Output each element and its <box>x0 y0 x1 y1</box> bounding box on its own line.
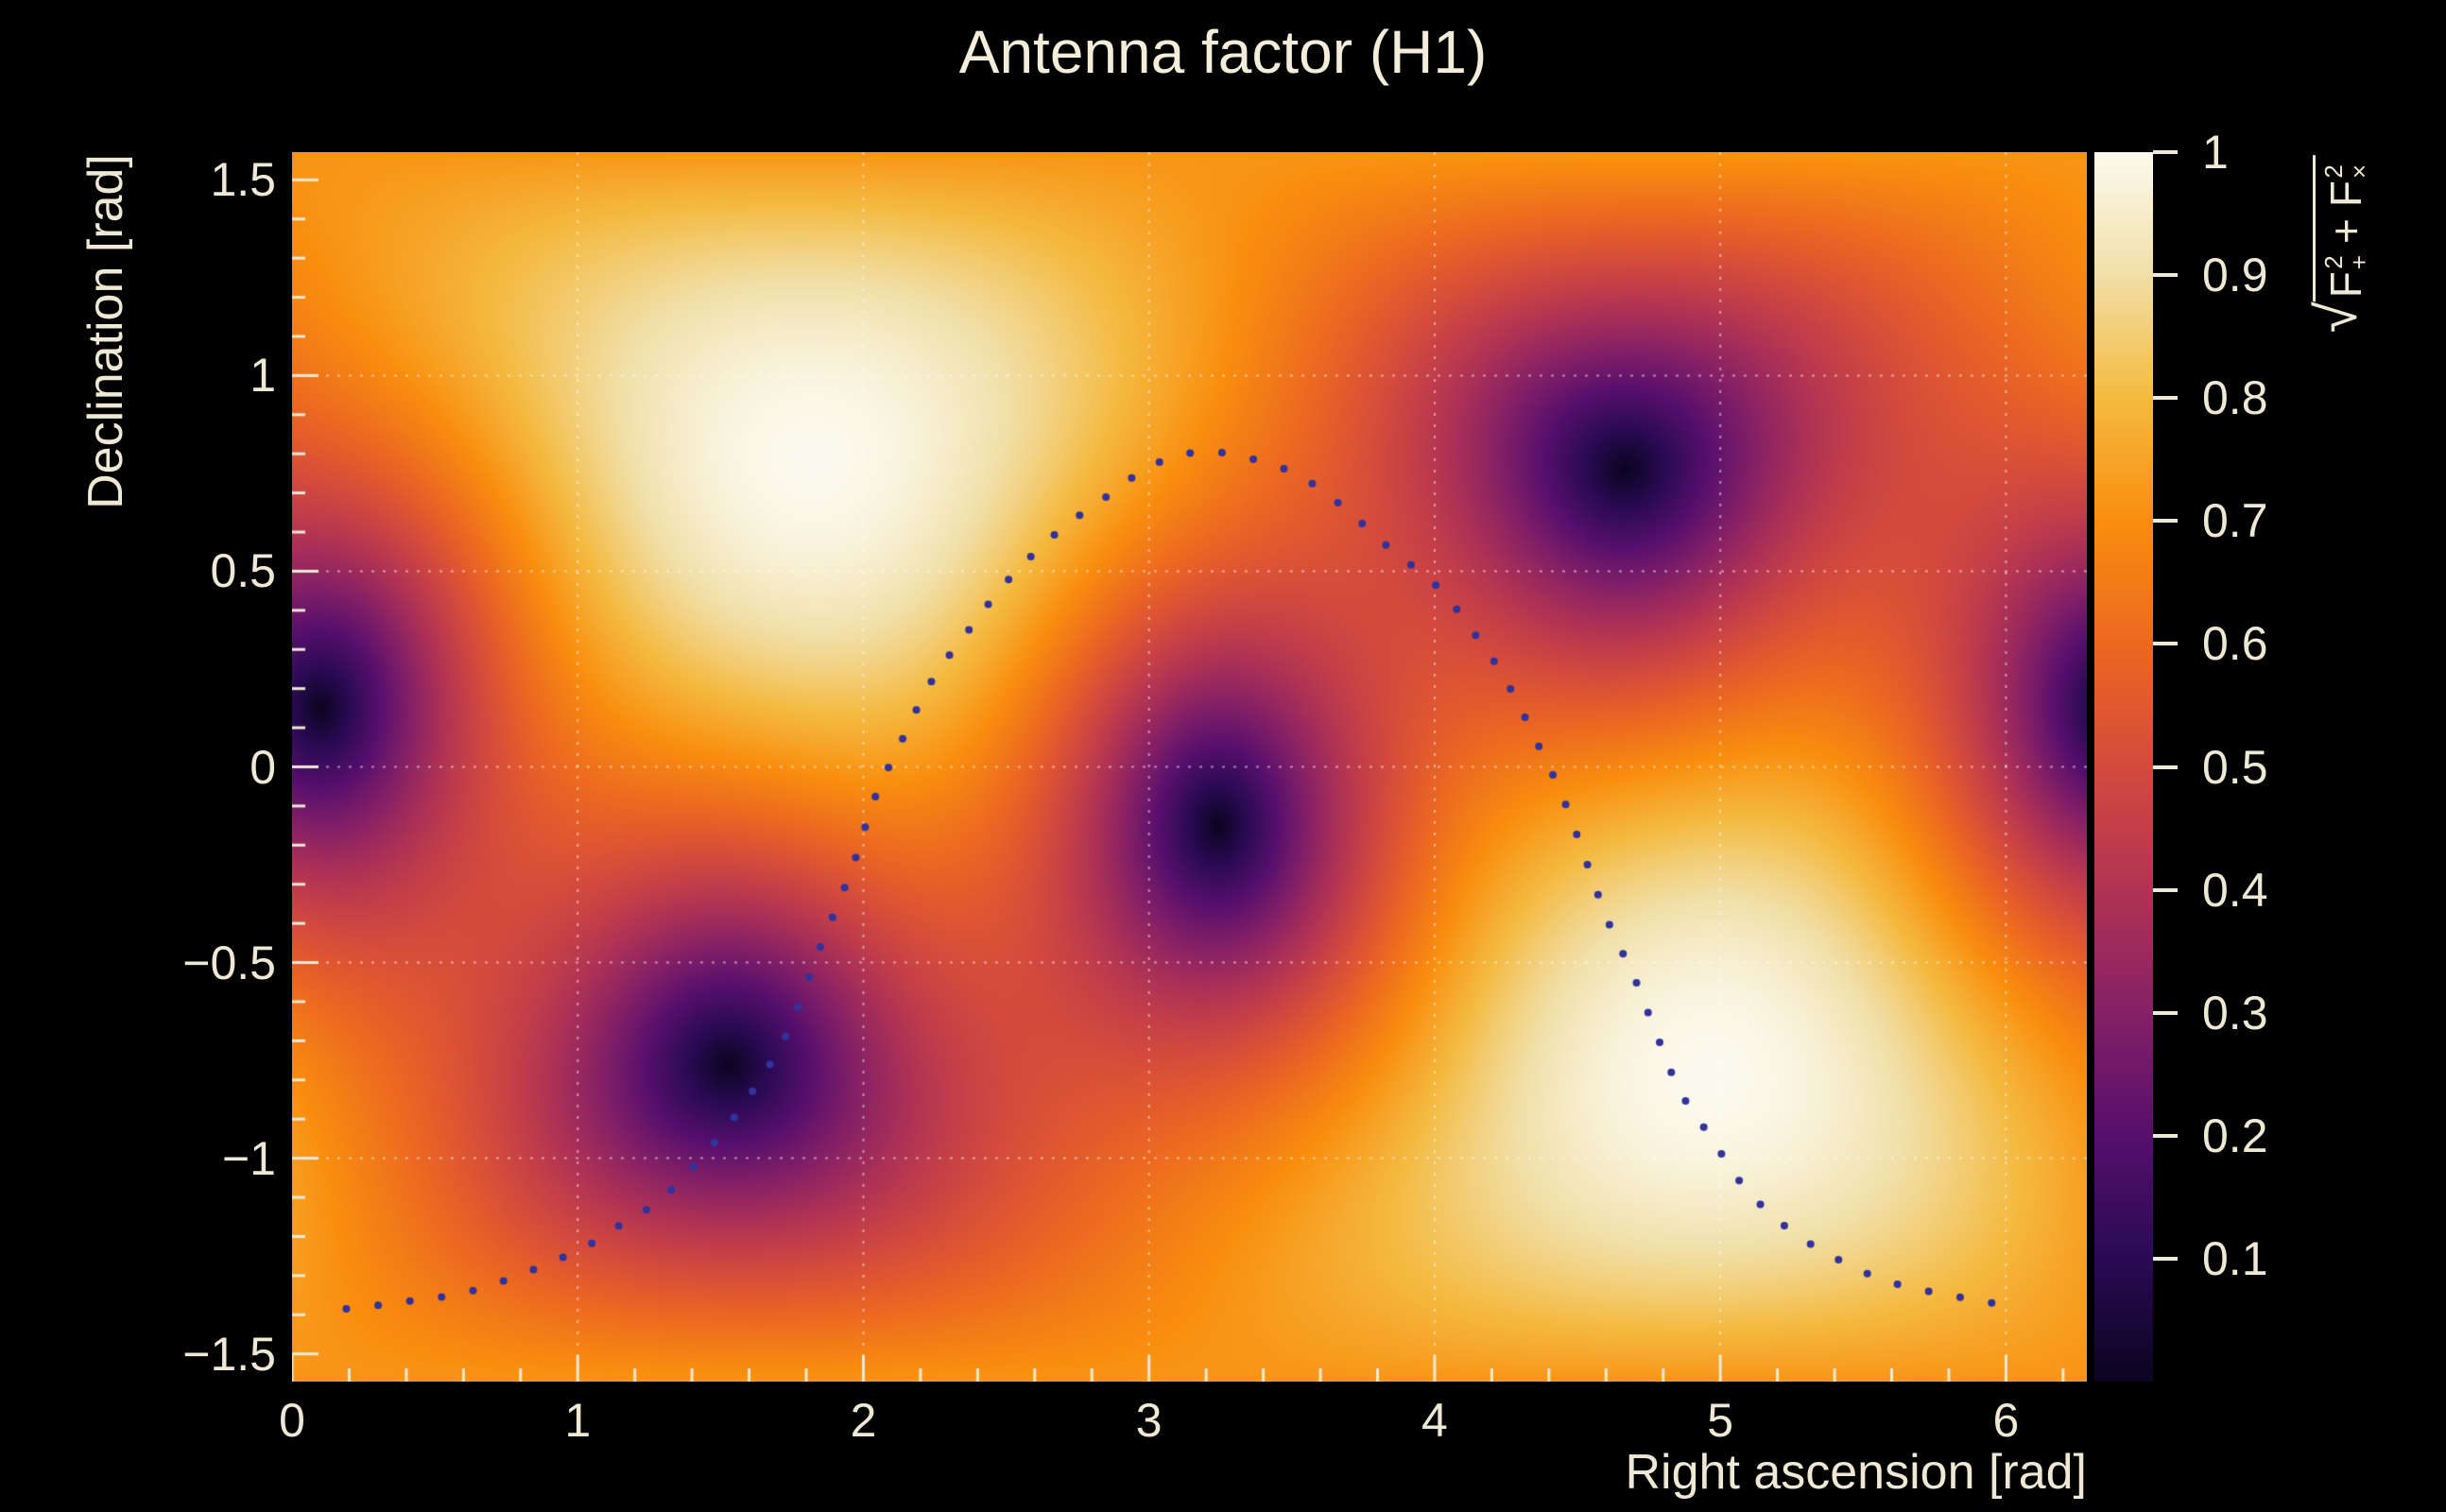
y-tick-label: 1.5 <box>210 153 276 207</box>
colorbar-tick-label: 0.7 <box>2202 494 2268 548</box>
colorbar-radicand: F 2 + + F 2 × <box>2313 154 2373 302</box>
colorbar-tick-mark <box>2153 887 2178 892</box>
x-tick-label: 4 <box>1421 1394 1448 1447</box>
y-tick-label: 0.5 <box>210 544 276 598</box>
x-axis-title: Right ascension [rad] <box>1625 1445 2088 1500</box>
y-tick-label: −0.5 <box>182 936 276 989</box>
plus-operator: + <box>2321 218 2370 244</box>
colorbar-tick-mark <box>2153 765 2178 769</box>
colorbar-tick-mark <box>2153 642 2178 646</box>
colorbar-tick-label: 0.5 <box>2202 740 2268 794</box>
fplus-supsub: 2 + <box>2319 254 2373 270</box>
y-axis-title: Declination [rad] <box>78 154 133 509</box>
x-tick-label: 2 <box>850 1394 877 1447</box>
fplus-symbol: F <box>2321 271 2370 299</box>
colorbar-tick-mark <box>2153 1256 2178 1261</box>
chart-title: Antenna factor (H1) <box>958 18 1488 86</box>
colorbar-tick-mark <box>2153 1133 2178 1138</box>
heatmap-canvas <box>292 152 2087 1382</box>
fcross-superscript: 2 <box>2319 164 2349 179</box>
colorbar-tick-mark <box>2153 273 2178 278</box>
colorbar-tick-label: 0.3 <box>2202 986 2268 1040</box>
colorbar-formula: √ F 2 + + F 2 × <box>2305 154 2373 333</box>
colorbar-tick-label: 0.2 <box>2202 1108 2268 1162</box>
y-tick-label: 0 <box>250 740 276 794</box>
colorbar-tick-label: 0.9 <box>2202 249 2268 302</box>
colorbar-tick-mark <box>2153 1010 2178 1015</box>
x-tick-label: 6 <box>1992 1394 2020 1447</box>
y-tick-label: 1 <box>250 349 276 403</box>
colorbar-gradient <box>2094 152 2153 1382</box>
colorbar-title: √ F 2 + + F 2 × <box>2305 154 2373 333</box>
x-tick-label: 1 <box>564 1394 592 1447</box>
colorbar-tick-mark <box>2153 396 2178 401</box>
x-tick-label: 5 <box>1707 1394 1734 1447</box>
sqrt-icon: √ <box>2305 301 2368 334</box>
colorbar-tick-label: 0.1 <box>2202 1231 2268 1285</box>
fplus-subscript: + <box>2345 254 2373 270</box>
colorbar-tick-label: 1 <box>2202 126 2229 179</box>
fcross-symbol: F <box>2321 180 2370 208</box>
colorbar-tick-label: 0.4 <box>2202 863 2268 917</box>
colorbar-tick-mark <box>2153 519 2178 524</box>
y-tick-label: −1 <box>221 1131 276 1185</box>
x-tick-label: 3 <box>1135 1394 1163 1447</box>
fplus-superscript: 2 <box>2319 255 2349 269</box>
fcross-supsub: 2 × <box>2319 163 2373 179</box>
x-tick-label: 0 <box>279 1394 305 1447</box>
colorbar-tick-label: 0.6 <box>2202 617 2268 671</box>
y-tick-label: −1.5 <box>182 1327 276 1381</box>
colorbar-tick-mark <box>2153 150 2178 154</box>
colorbar-tick-label: 0.8 <box>2202 371 2268 425</box>
fcross-subscript: × <box>2345 163 2373 179</box>
